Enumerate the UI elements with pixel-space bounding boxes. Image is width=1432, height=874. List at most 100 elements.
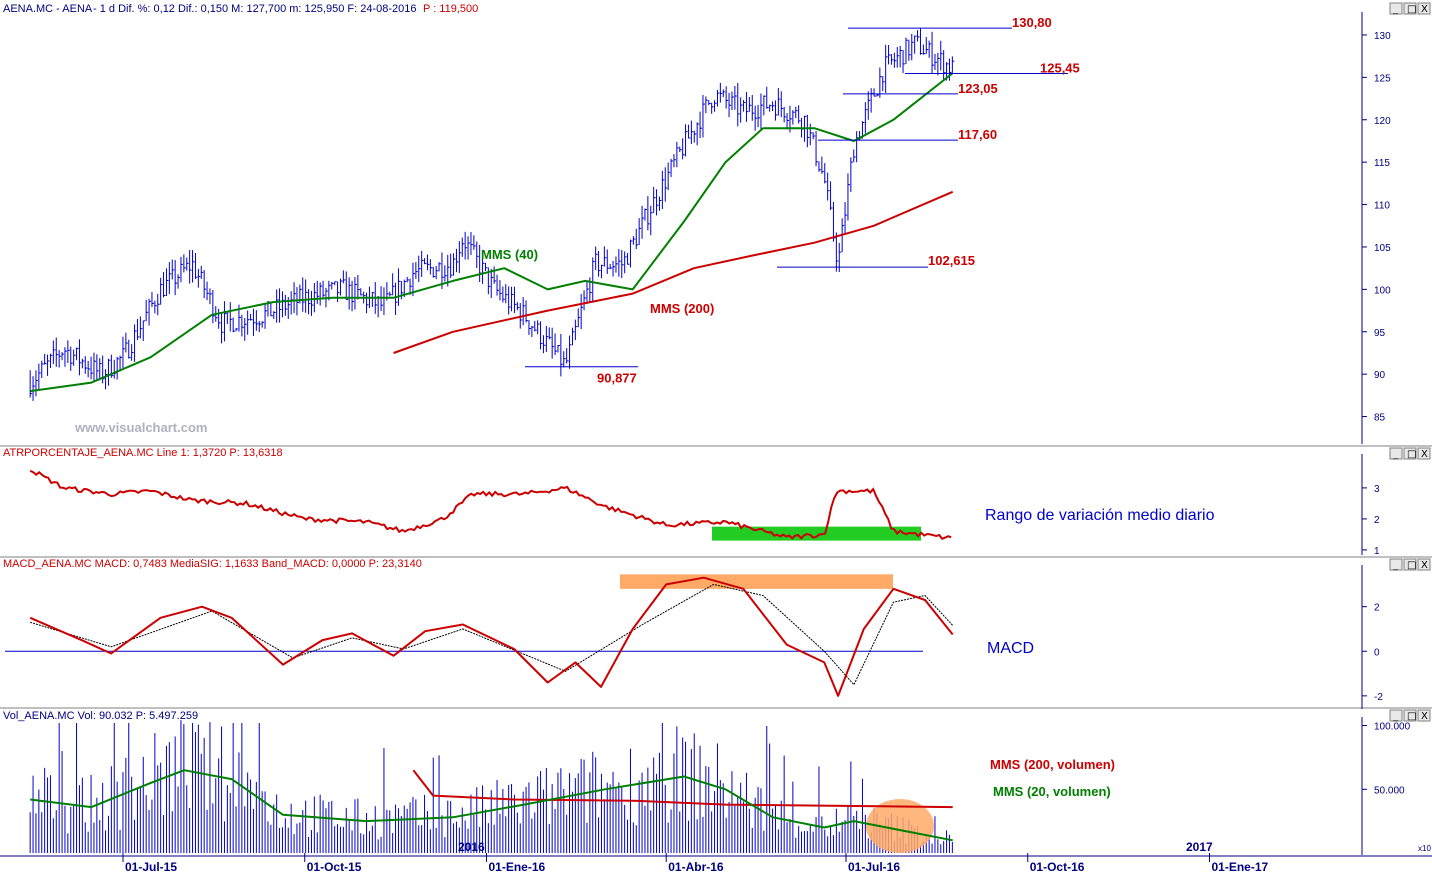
panel-3-minimize-button[interactable]: _ — [1389, 709, 1403, 722]
price-bar — [415, 262, 418, 279]
price-bar — [76, 347, 79, 361]
panel-1-close-button[interactable]: X — [1417, 447, 1431, 460]
panel-2-close-button[interactable]: X — [1417, 558, 1431, 571]
price-bar — [554, 333, 558, 356]
price-bar — [276, 289, 279, 323]
price-bar — [128, 339, 131, 359]
price-bar — [641, 205, 645, 239]
price-bar — [696, 122, 700, 146]
price-bar — [922, 44, 926, 55]
price-bar — [856, 131, 859, 163]
mms40-line — [30, 72, 954, 393]
price-bar — [371, 292, 375, 307]
price-bar — [203, 270, 207, 299]
price-bar — [734, 85, 737, 110]
price-bar — [177, 274, 181, 289]
price-bar — [102, 355, 105, 384]
price-bar — [890, 54, 894, 65]
price-bar — [853, 149, 856, 163]
price-bar — [493, 266, 497, 284]
price-bar — [467, 236, 471, 260]
price-bar — [774, 100, 778, 121]
price-bar — [316, 280, 320, 304]
volume-tick-label: 100.000 — [1374, 722, 1411, 733]
price-bar — [145, 299, 149, 322]
panel-0-close-button[interactable]: X — [1417, 2, 1431, 15]
panel-3-close-button[interactable]: X — [1417, 709, 1431, 722]
price-bar — [96, 354, 99, 381]
close-icon-glyph: X — [1421, 4, 1428, 15]
atr-tick-label: 1 — [1374, 546, 1380, 557]
price-bar — [847, 173, 850, 221]
minimize-icon — [1389, 558, 1403, 571]
price-bar — [560, 333, 563, 377]
price-bar — [540, 321, 543, 350]
price-bar — [783, 106, 787, 123]
price-bar — [606, 249, 610, 274]
price-bar — [345, 271, 349, 300]
price-bar — [571, 327, 575, 346]
price-bar — [690, 120, 694, 144]
price-bar — [667, 162, 671, 191]
maximize-icon-glyph: □ — [1407, 560, 1416, 571]
price-bar — [687, 124, 691, 139]
price-bar — [99, 358, 102, 381]
price-bar — [621, 249, 624, 279]
price-bar — [252, 308, 256, 336]
price-bar — [496, 274, 500, 296]
price-bar — [760, 93, 763, 131]
price-bar — [615, 256, 618, 273]
panel-0-maximize-button[interactable]: □ — [1403, 2, 1417, 15]
price-bar — [73, 349, 76, 366]
panel-1-maximize-button[interactable]: □ — [1403, 447, 1417, 460]
annotation-macd: MACD — [987, 640, 1034, 657]
price-bar — [751, 94, 755, 121]
price-bar — [592, 257, 595, 303]
panel-0-minimize-button[interactable]: _ — [1389, 2, 1403, 15]
price-bar — [429, 259, 433, 275]
price-header-info: - 1 d Dif. %: 0,12 Dif.: 0,150 M: 127,70… — [93, 3, 416, 15]
price-bar — [740, 97, 743, 123]
price-bar — [525, 300, 529, 323]
price-bar — [754, 105, 758, 131]
panel-2-minimize-button[interactable]: _ — [1389, 558, 1403, 571]
panel-1-minimize-button[interactable]: _ — [1389, 447, 1403, 460]
price-bar — [911, 33, 914, 61]
price-bar — [310, 291, 314, 316]
price-bar — [905, 37, 908, 64]
macd-tick-label: 0 — [1374, 647, 1380, 658]
price-bar — [647, 196, 650, 231]
maximize-icon-glyph: □ — [1407, 4, 1416, 15]
price-bar — [598, 250, 601, 277]
price-bar — [769, 104, 772, 112]
price-bar — [81, 358, 85, 369]
price-bar — [577, 308, 581, 328]
price-bar — [484, 262, 488, 271]
price-bar — [583, 290, 587, 311]
price-bar — [113, 359, 117, 379]
price-bar — [867, 91, 871, 120]
annotation-vol-mms20: MMS (20, volumen) — [993, 784, 1111, 799]
maximize-icon — [1403, 2, 1417, 15]
price-bar — [174, 260, 178, 296]
macd-tick-label: 2 — [1374, 603, 1380, 614]
close-icon — [1417, 447, 1431, 460]
price-bar — [490, 268, 494, 298]
price-bar — [757, 104, 761, 128]
panel-3-maximize-button[interactable]: □ — [1403, 709, 1417, 722]
price-bar — [879, 67, 882, 98]
price-bar — [458, 241, 462, 273]
price-bar — [453, 253, 456, 276]
price-bar — [679, 146, 682, 152]
price-bar — [835, 232, 839, 272]
panel-2-maximize-button[interactable]: □ — [1403, 558, 1417, 571]
price-bar — [528, 319, 531, 335]
price-bar — [722, 89, 726, 98]
price-bar — [763, 95, 766, 116]
price-bar — [702, 95, 705, 138]
close-icon-glyph: X — [1421, 711, 1428, 722]
price-bar — [870, 88, 874, 113]
price-bar — [624, 251, 627, 274]
price-bar — [339, 278, 343, 296]
price-bar — [348, 277, 352, 310]
